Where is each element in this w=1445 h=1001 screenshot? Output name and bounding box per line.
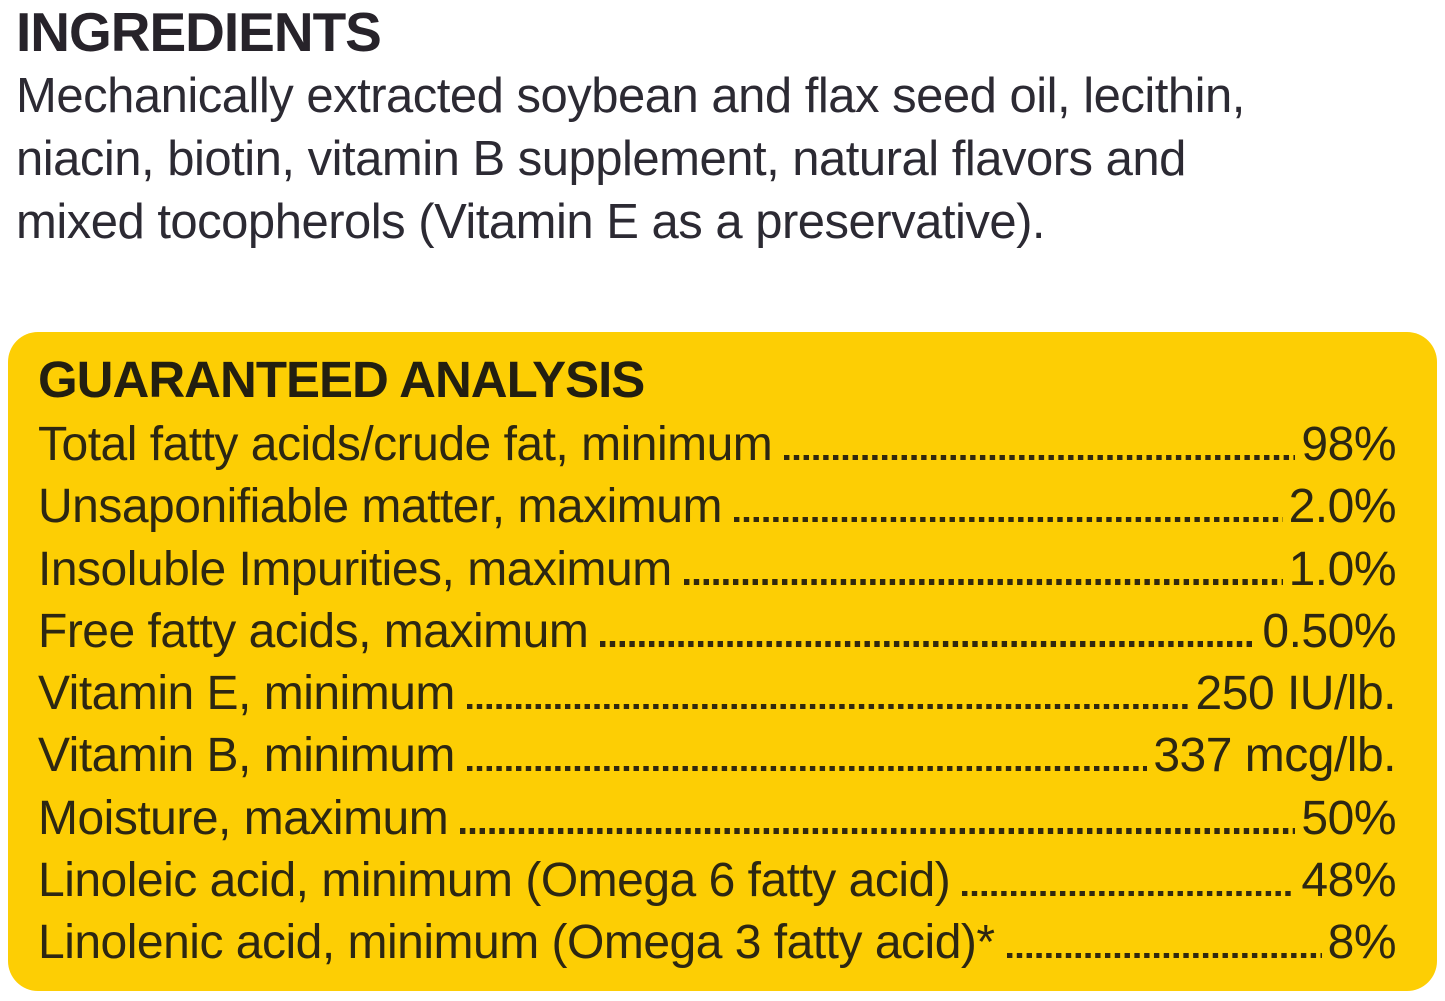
- analysis-rows: Total fatty acids/crude fat, minimum 98%…: [38, 414, 1397, 975]
- dot-leader: [733, 516, 1283, 523]
- guaranteed-analysis-panel: GUARANTEED ANALYSIS Total fatty acids/cr…: [8, 332, 1437, 991]
- guaranteed-analysis-title: GUARANTEED ANALYSIS: [38, 351, 645, 408]
- analysis-label: Free fatty acids, maximum: [38, 604, 589, 658]
- dot-leader: [784, 454, 1296, 460]
- analysis-row-total-fatty-acids: Total fatty acids/crude fat, minimum 98%: [38, 414, 1396, 476]
- analysis-row-free-fatty-acids: Free fatty acids, maximum 0.50%: [38, 601, 1396, 663]
- analysis-row-vitamin-e: Vitamin E, minimum 250 IU/lb.: [38, 663, 1397, 725]
- dot-leader: [1006, 952, 1322, 959]
- analysis-value: 8%: [1327, 916, 1397, 970]
- dot-leader: [466, 765, 1148, 772]
- analysis-value: 0.50%: [1262, 604, 1396, 658]
- analysis-row-linolenic-acid: Linolenic acid, minimum (Omega 3 fatty a…: [38, 912, 1397, 974]
- analysis-label: Unsaponifiable matter, maximum: [38, 480, 722, 534]
- analysis-value: 2.0%: [1288, 480, 1397, 534]
- dot-leader: [962, 890, 1296, 897]
- analysis-label: Total fatty acids/crude fat, minimum: [38, 418, 773, 471]
- analysis-value: 250 IU/lb.: [1195, 667, 1397, 721]
- analysis-value: 1.0%: [1288, 542, 1397, 596]
- analysis-label: Moisture, maximum: [38, 791, 449, 845]
- analysis-row-unsaponifiable-matter: Unsaponifiable matter, maximum 2.0%: [38, 476, 1397, 538]
- analysis-label: Vitamin E, minimum: [38, 667, 455, 721]
- ingredient-line: niacin, biotin, vitamin B supplement, na…: [16, 132, 1186, 186]
- ingredients-text: Mechanically extracted soybean and flax …: [16, 65, 1429, 254]
- ingredients-section: INGREDIENTS Mechanically extracted soybe…: [0, 0, 1445, 254]
- dot-leader: [683, 579, 1283, 585]
- analysis-label: Vitamin B, minimum: [38, 729, 455, 783]
- analysis-row-insoluble-impurities: Insoluble Impurities, maximum 1.0%: [38, 539, 1397, 601]
- analysis-value: 50%: [1301, 791, 1396, 845]
- analysis-label: Linolenic acid, minimum (Omega 3 fatty a…: [38, 916, 995, 970]
- analysis-label: Insoluble Impurities, maximum: [38, 542, 672, 596]
- ingredient-line: mixed tocopherols (Vitamin E as a preser…: [16, 195, 1046, 249]
- dot-leader: [600, 641, 1257, 647]
- analysis-row-moisture: Moisture, maximum 50%: [38, 788, 1396, 850]
- dot-leader: [460, 828, 1296, 834]
- ingredient-line: Mechanically extracted soybean and flax …: [16, 69, 1245, 123]
- analysis-row-vitamin-b: Vitamin B, minimum 337 mcg/lb.: [38, 725, 1396, 787]
- analysis-label: Linoleic acid, minimum (Omega 6 fatty ac…: [38, 854, 951, 908]
- analysis-value: 48%: [1301, 854, 1396, 908]
- dot-leader: [466, 703, 1190, 710]
- analysis-value: 337 mcg/lb.: [1153, 729, 1396, 783]
- analysis-value: 98%: [1301, 418, 1396, 471]
- ingredients-title: INGREDIENTS: [16, 1, 382, 63]
- analysis-row-linoleic-acid: Linoleic acid, minimum (Omega 6 fatty ac…: [38, 850, 1396, 912]
